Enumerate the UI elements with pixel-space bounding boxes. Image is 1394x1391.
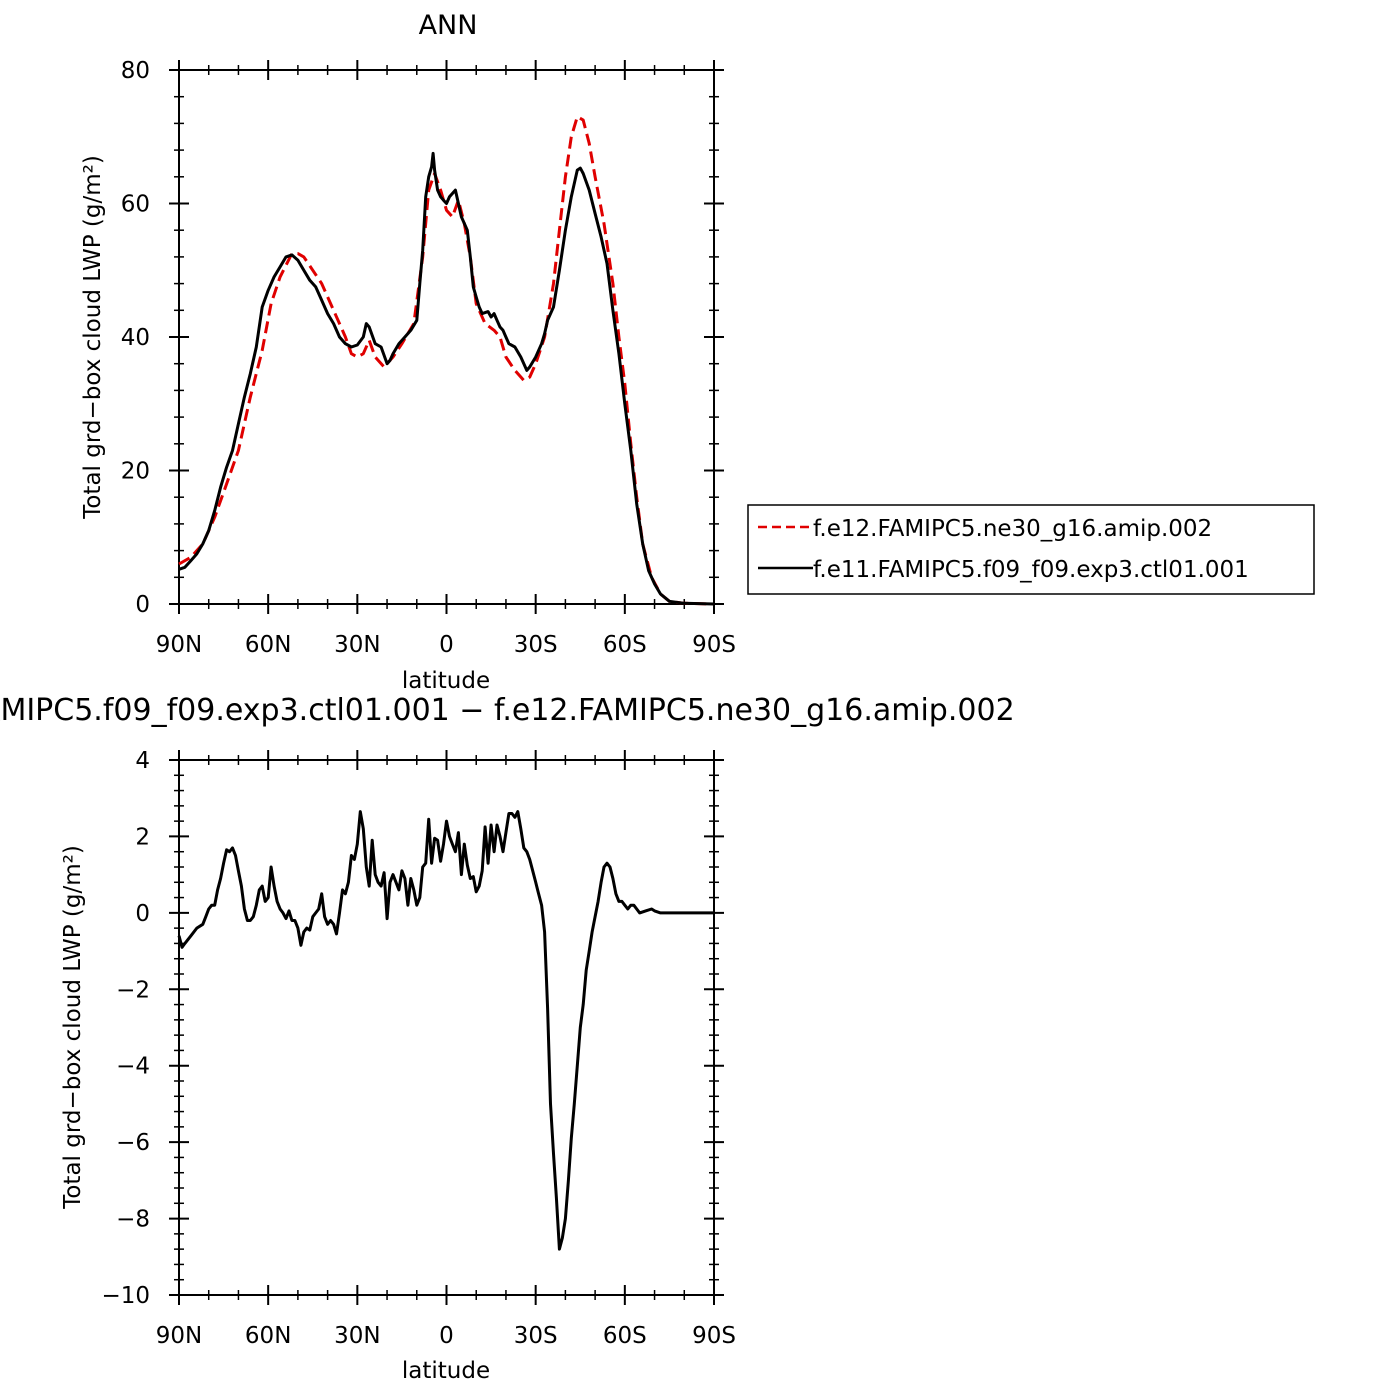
x-tick-label: 0 xyxy=(439,632,454,658)
y-tick-label: 2 xyxy=(135,824,150,850)
bottom-panel: f.e11.FAMIPC5.f09_f09.exp3.ctl01.001 − f… xyxy=(0,693,1015,1384)
x-tick-label: 30S xyxy=(514,1323,558,1349)
x-axis-tick-labels: 90N 60N 30N 0 30S 60S 90S xyxy=(156,632,736,658)
y-tick-label: −2 xyxy=(116,977,150,1003)
x-tick-label: 90N xyxy=(156,632,202,658)
series-line-2 xyxy=(178,151,715,606)
chart-title: ANN xyxy=(419,10,478,41)
legend-box xyxy=(747,504,1315,595)
y-tick-label: 0 xyxy=(135,901,150,927)
legend-label-series-1: f.e12.FAMIPC5.ne30_g16.amip.002 xyxy=(813,516,1212,542)
x-tick-label: 90S xyxy=(692,1323,736,1349)
y-axis-label-2: Total grd−box cloud LWP (g/m²) xyxy=(60,845,86,1210)
x-tick-label: 60N xyxy=(245,1323,291,1349)
legend: f.e12.FAMIPC5.ne30_g16.amip.002 f.e11.FA… xyxy=(747,504,1315,595)
series-lines xyxy=(178,115,715,606)
x-tick-label: 90N xyxy=(156,1323,202,1349)
y-tick-label: −4 xyxy=(116,1054,150,1080)
y-tick-label: 40 xyxy=(121,325,150,351)
y-tick-label: 20 xyxy=(121,459,150,485)
axis-ticks-2 xyxy=(169,750,724,1305)
x-tick-label: 30N xyxy=(334,632,380,658)
plot-area-frame-2 xyxy=(178,759,715,1296)
y-axis-tick-labels: 0 20 40 60 80 xyxy=(121,58,150,618)
series-lines-2 xyxy=(177,810,714,1251)
y-tick-label: 4 xyxy=(135,748,150,774)
y-tick-label: 80 xyxy=(121,58,150,84)
x-tick-label: 90S xyxy=(692,632,736,658)
y-tick-label: −6 xyxy=(116,1130,150,1156)
x-tick-label: 30S xyxy=(514,632,558,658)
x-tick-label: 60N xyxy=(245,632,291,658)
y-axis-label: Total grd−box cloud LWP (g/m²) xyxy=(80,155,106,520)
legend-label-series-2: f.e11.FAMIPC5.f09_f09.exp3.ctl01.001 xyxy=(813,557,1249,583)
x-tick-label: 60S xyxy=(603,1323,647,1349)
x-axis-label-2: latitude xyxy=(402,1358,490,1384)
y-axis-tick-labels-2: −10 −8 −6 −4 −2 0 2 4 xyxy=(101,748,150,1309)
series-line-1 xyxy=(178,115,715,606)
difference-chart-title: f.e11.FAMIPC5.f09_f09.exp3.ctl01.001 − f… xyxy=(0,693,1015,728)
x-axis-label: latitude xyxy=(402,668,490,694)
x-tick-label: 0 xyxy=(439,1323,454,1349)
y-tick-label: 0 xyxy=(135,592,150,618)
x-axis-tick-labels-2: 90N 60N 30N 0 30S 60S 90S xyxy=(156,1323,736,1349)
top-panel: ANN 0 20 40 60 80 90N 60N 30N 0 30S 60S 90S latitu… xyxy=(80,10,1315,694)
x-tick-label: 30N xyxy=(334,1323,380,1349)
x-tick-label: 60S xyxy=(603,632,647,658)
y-tick-label: −8 xyxy=(116,1207,150,1233)
y-tick-label: −10 xyxy=(101,1283,150,1309)
series-line-1 xyxy=(177,810,714,1251)
y-tick-label: 60 xyxy=(121,192,150,218)
